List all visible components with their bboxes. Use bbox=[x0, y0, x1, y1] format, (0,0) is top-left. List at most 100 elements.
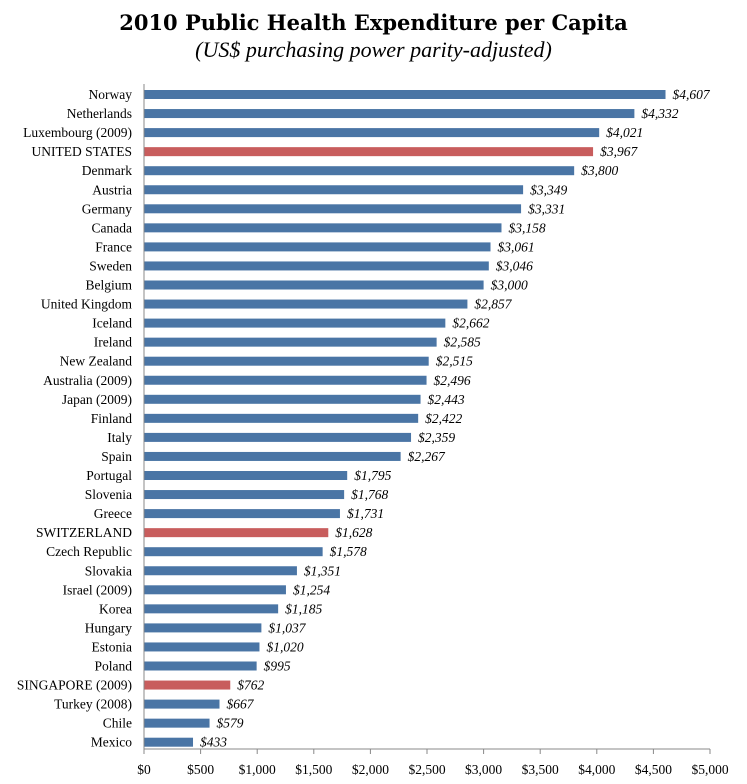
category-label: Slovakia bbox=[85, 563, 132, 578]
category-label: Netherlands bbox=[67, 106, 132, 121]
category-label: Austria bbox=[92, 182, 132, 197]
category-label: Ireland bbox=[94, 335, 132, 350]
bar bbox=[144, 394, 421, 404]
chart-subtitle: (US$ purchasing power parity-adjusted) bbox=[195, 37, 552, 62]
value-label: $1,578 bbox=[330, 544, 367, 559]
x-tick-label: $4,500 bbox=[635, 762, 672, 777]
bar bbox=[144, 128, 600, 138]
category-label: Australia (2009) bbox=[43, 373, 132, 388]
value-label: $3,331 bbox=[528, 201, 565, 216]
x-tick-label: $2,500 bbox=[408, 762, 445, 777]
value-label: $2,585 bbox=[444, 335, 481, 350]
value-label: $4,607 bbox=[673, 87, 711, 102]
category-label: SINGAPORE (2009) bbox=[17, 678, 132, 693]
value-label: $762 bbox=[237, 678, 264, 693]
category-label: Czech Republic bbox=[46, 544, 132, 559]
category-label: Portugal bbox=[86, 468, 132, 483]
bar bbox=[144, 680, 231, 690]
bar bbox=[144, 566, 297, 576]
bar bbox=[144, 242, 491, 252]
category-label: Norway bbox=[89, 87, 133, 102]
x-tick-label: $3,000 bbox=[465, 762, 502, 777]
bar bbox=[144, 509, 340, 519]
value-label: $2,857 bbox=[474, 297, 512, 312]
bar bbox=[144, 204, 522, 214]
bar bbox=[144, 699, 220, 709]
category-label: Finland bbox=[91, 411, 133, 426]
value-label: $2,662 bbox=[452, 316, 489, 331]
bar bbox=[144, 642, 260, 652]
bar bbox=[144, 185, 524, 195]
category-label: Germany bbox=[82, 201, 132, 216]
bar bbox=[144, 737, 194, 747]
value-label: $4,021 bbox=[606, 125, 643, 140]
bar bbox=[144, 661, 257, 671]
category-label: Korea bbox=[99, 601, 132, 616]
value-label: $3,000 bbox=[491, 278, 528, 293]
value-label: $667 bbox=[227, 697, 255, 712]
bar bbox=[144, 337, 437, 347]
x-tick-label: $0 bbox=[137, 762, 151, 777]
category-label: Estonia bbox=[92, 639, 133, 654]
value-label: $3,800 bbox=[581, 163, 618, 178]
bar bbox=[144, 528, 329, 538]
bar bbox=[144, 623, 262, 633]
value-label: $1,731 bbox=[347, 506, 384, 521]
category-label: Iceland bbox=[92, 316, 132, 331]
bar bbox=[144, 604, 279, 614]
x-tick-label: $1,000 bbox=[239, 762, 276, 777]
category-label: United Kingdom bbox=[41, 297, 133, 312]
category-label: Hungary bbox=[85, 620, 132, 635]
bar bbox=[144, 718, 210, 728]
value-label: $2,359 bbox=[418, 430, 455, 445]
value-label: $2,443 bbox=[428, 392, 465, 407]
category-label: Italy bbox=[107, 430, 132, 445]
x-tick-label: $3,500 bbox=[522, 762, 559, 777]
value-label: $1,254 bbox=[293, 582, 330, 597]
category-label: Slovenia bbox=[85, 487, 132, 502]
value-label: $3,967 bbox=[600, 144, 638, 159]
value-label: $1,628 bbox=[335, 525, 372, 540]
category-label: Denmark bbox=[82, 163, 132, 178]
category-label: Israel (2009) bbox=[63, 582, 132, 597]
category-label: Canada bbox=[92, 220, 132, 235]
bar bbox=[144, 109, 635, 119]
category-label: Belgium bbox=[86, 278, 133, 293]
value-label: $579 bbox=[217, 716, 244, 731]
x-tick-label: $500 bbox=[187, 762, 214, 777]
value-label: $1,185 bbox=[285, 601, 322, 616]
bar bbox=[144, 490, 345, 500]
value-label: $3,349 bbox=[530, 182, 567, 197]
x-tick-label: $2,000 bbox=[352, 762, 389, 777]
value-label: $3,158 bbox=[508, 220, 545, 235]
value-label: $2,422 bbox=[425, 411, 462, 426]
value-label: $3,061 bbox=[498, 239, 535, 254]
category-label: France bbox=[95, 239, 132, 254]
x-axis: $0 $500 $1,000 $1,500 $2,000 $2,500 $3,000 $3,5… bbox=[137, 84, 729, 777]
x-tick-label: $1,500 bbox=[295, 762, 332, 777]
category-label: Spain bbox=[101, 449, 132, 464]
bar bbox=[144, 166, 575, 176]
value-label: $1,795 bbox=[354, 468, 391, 483]
bars-group: Norway $4,607 Netherlands $4,332 Luxembourg … bbox=[17, 87, 711, 750]
value-label: $1,768 bbox=[351, 487, 388, 502]
chart-title: 2010 Public Health Expenditure per Capit… bbox=[119, 10, 628, 35]
value-label: $1,020 bbox=[266, 639, 303, 654]
category-label: SWITZERLAND bbox=[36, 525, 132, 540]
category-label: Japan (2009) bbox=[62, 392, 132, 407]
bar bbox=[144, 413, 419, 423]
x-tick-label: $4,000 bbox=[578, 762, 615, 777]
value-label: $2,515 bbox=[436, 354, 473, 369]
category-label: New Zealand bbox=[60, 354, 133, 369]
value-label: $995 bbox=[264, 659, 291, 674]
bar bbox=[144, 585, 286, 595]
value-label: $3,046 bbox=[496, 258, 533, 273]
value-label: $433 bbox=[200, 735, 227, 750]
bar bbox=[144, 90, 666, 99]
value-label: $2,267 bbox=[408, 449, 446, 464]
value-label: $1,351 bbox=[304, 563, 341, 578]
bar bbox=[144, 375, 427, 385]
bar bbox=[144, 299, 468, 309]
bar bbox=[144, 261, 489, 271]
